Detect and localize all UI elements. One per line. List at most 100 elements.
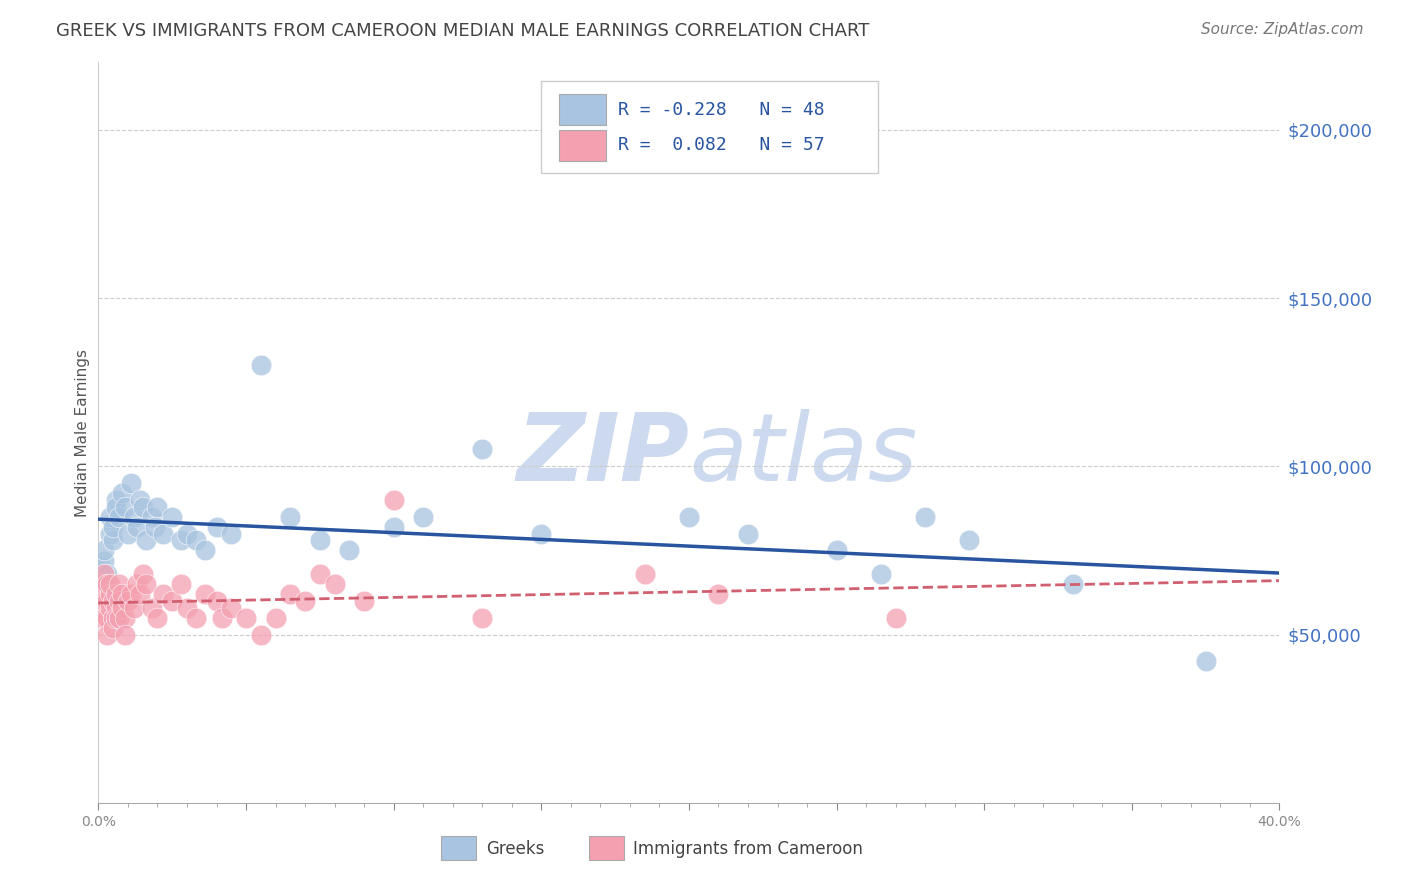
Point [309,533,332,548]
Point [1062,577,1084,591]
Point [176,600,198,615]
Point [170,533,193,548]
FancyBboxPatch shape [541,81,877,173]
Text: atlas: atlas [689,409,917,500]
Point [471,610,494,624]
Text: R =  0.082   N = 57: R = 0.082 N = 57 [619,136,825,154]
Point [90,577,112,591]
Point [117,526,139,541]
Point [108,594,131,608]
Text: GREEK VS IMMIGRANTS FROM CAMEROON MEDIAN MALE EARNINGS CORRELATION CHART: GREEK VS IMMIGRANTS FROM CAMEROON MEDIAN… [56,22,870,40]
Point [309,566,332,581]
Point [98,587,121,601]
Point [90,610,112,624]
Point [108,577,131,591]
Point [103,594,125,608]
Point [96,577,118,591]
Text: Greeks: Greeks [486,839,544,858]
Bar [589,836,624,860]
Point [884,610,907,624]
Point [103,533,125,548]
Point [111,587,134,601]
Point [221,600,243,615]
Point [205,520,228,534]
Point [323,577,346,591]
Point [125,520,148,534]
Bar [441,836,477,860]
Point [114,610,136,624]
Point [117,594,139,608]
Point [98,509,121,524]
Y-axis label: Median Male Earnings: Median Male Earnings [75,349,90,516]
Point [132,500,155,514]
Point [412,509,434,524]
Point [90,594,112,608]
Point [108,610,131,624]
Point [105,610,128,624]
Bar [560,130,606,161]
Point [114,500,136,514]
Point [870,566,893,581]
Point [250,359,273,373]
Point [141,600,163,615]
Point [135,533,157,548]
Point [294,594,316,608]
Point [141,509,163,524]
Point [98,526,121,541]
Point [128,587,150,601]
Point [93,566,115,581]
Point [914,509,936,524]
Text: R = -0.228   N = 48: R = -0.228 N = 48 [619,101,825,119]
Point [678,509,700,524]
Point [96,627,118,641]
Point [162,509,183,524]
Point [90,577,112,591]
Point [353,594,375,608]
Point [382,492,405,507]
Point [114,627,136,641]
Point [1195,655,1218,669]
Point [120,587,142,601]
Point [280,509,302,524]
Point [339,543,361,558]
Point [120,476,142,491]
Point [135,577,157,591]
Point [96,566,118,581]
Point [128,492,150,507]
Point [737,526,759,541]
Point [959,533,981,548]
Point [98,577,121,591]
Point [132,566,155,581]
Point [103,621,125,635]
Point [152,526,174,541]
Point [530,526,553,541]
Bar [560,95,606,126]
Point [205,594,228,608]
Point [264,610,287,624]
Point [382,520,405,534]
Point [93,553,115,567]
Point [90,560,112,574]
Point [194,587,217,601]
Point [184,533,207,548]
Text: Immigrants from Cameroon: Immigrants from Cameroon [634,839,863,858]
Point [221,526,243,541]
Point [93,594,115,608]
Point [825,543,848,558]
Point [105,500,128,514]
Point [184,610,207,624]
Point [98,600,121,615]
Point [471,442,494,457]
Point [103,610,125,624]
Point [280,587,302,601]
Point [143,520,166,534]
Point [146,500,169,514]
Point [122,509,145,524]
Point [122,600,145,615]
Point [105,492,128,507]
Point [162,594,183,608]
Point [235,610,257,624]
Point [103,520,125,534]
Point [108,509,131,524]
Point [93,610,115,624]
